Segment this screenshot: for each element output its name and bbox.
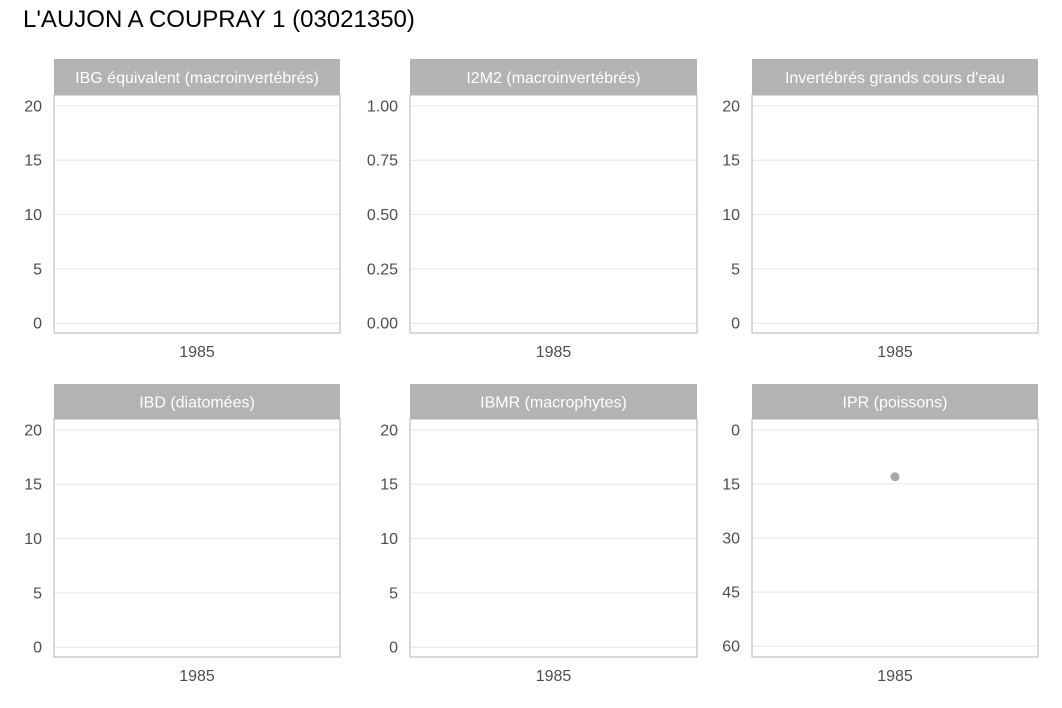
y-tick-label: 0.25 <box>367 261 398 278</box>
x-tick-label: 1985 <box>877 668 913 685</box>
y-tick-label: 0 <box>33 316 42 333</box>
y-tick-label: 15 <box>380 477 398 494</box>
y-tick-label: 0 <box>389 640 398 657</box>
facet-title: IBG équivalent (macroinvertébrés) <box>75 70 319 87</box>
facet-panel: 0 5 10 15 20 1985 Invertébrés grands cours d'e… <box>722 59 1039 361</box>
y-tick-label: 5 <box>33 261 42 278</box>
facet-panel: 0 5 10 15 20 1985 IBD (diatomées) <box>24 384 341 685</box>
y-tick-label: 10 <box>24 207 42 224</box>
facet-strip <box>752 59 1038 95</box>
y-tick-label: 20 <box>722 98 740 115</box>
facet-title: IBMR (macrophytes) <box>480 395 627 412</box>
facet-strip <box>410 384 697 419</box>
y-tick-label: 0 <box>731 422 740 439</box>
y-tick-label: 0.75 <box>367 153 398 170</box>
facet-panel: 0 5 10 15 20 1985 IBMR (macrophytes) <box>380 384 698 685</box>
panel-border <box>409 418 698 658</box>
x-tick-label: 1985 <box>179 344 215 361</box>
y-tick-label: 0.50 <box>367 207 398 224</box>
panel-border <box>53 94 341 334</box>
y-tick-label: 60 <box>722 639 740 656</box>
facet-panel: 0 5 10 15 20 1985 IBG équivalent (macroinverté… <box>24 59 341 361</box>
facet-panel: 0 15 30 45 60 1985 IPR (poissons) <box>722 384 1039 685</box>
panel-border <box>409 94 698 334</box>
facet-title: I2M2 (macroinvertébrés) <box>466 70 640 87</box>
y-tick-label: 0.00 <box>367 316 398 333</box>
panel-border <box>53 418 341 658</box>
y-tick-label: 15 <box>722 476 740 493</box>
y-tick-label: 45 <box>722 585 740 602</box>
page-title: L'AUJON A COUPRAY 1 (03021350) <box>23 6 415 33</box>
y-tick-label: 10 <box>380 531 398 548</box>
data-point <box>890 472 900 482</box>
y-tick-label: 0 <box>731 316 740 333</box>
y-tick-label: 0 <box>33 640 42 657</box>
facet-strip <box>752 384 1038 419</box>
facet-title: Invertébrés grands cours d'eau <box>785 70 1005 87</box>
y-tick-label: 15 <box>24 477 42 494</box>
facet-title: IBD (diatomées) <box>139 395 255 412</box>
y-tick-label: 15 <box>24 153 42 170</box>
panel-border <box>751 94 1039 334</box>
facet-strip <box>54 59 340 95</box>
x-tick-label: 1985 <box>877 344 913 361</box>
y-tick-label: 30 <box>722 531 740 548</box>
facet-panel: 0.00 0.25 0.50 0.75 1.00 1985 I2M2 (macroinver… <box>367 59 698 361</box>
facet-strip <box>410 59 697 95</box>
y-tick-label: 5 <box>33 585 42 602</box>
facet-strip <box>54 384 340 419</box>
y-tick-label: 10 <box>24 531 42 548</box>
x-tick-label: 1985 <box>536 344 572 361</box>
x-tick-label: 1985 <box>179 668 215 685</box>
y-tick-label: 15 <box>722 153 740 170</box>
y-tick-label: 20 <box>24 422 42 439</box>
y-tick-label: 1.00 <box>367 98 398 115</box>
y-tick-label: 5 <box>389 585 398 602</box>
y-tick-label: 20 <box>380 422 398 439</box>
x-tick-label: 1985 <box>536 668 572 685</box>
y-tick-label: 5 <box>731 261 740 278</box>
y-tick-label: 10 <box>722 207 740 224</box>
facet-title: IPR (poissons) <box>843 395 948 412</box>
y-tick-label: 20 <box>24 98 42 115</box>
